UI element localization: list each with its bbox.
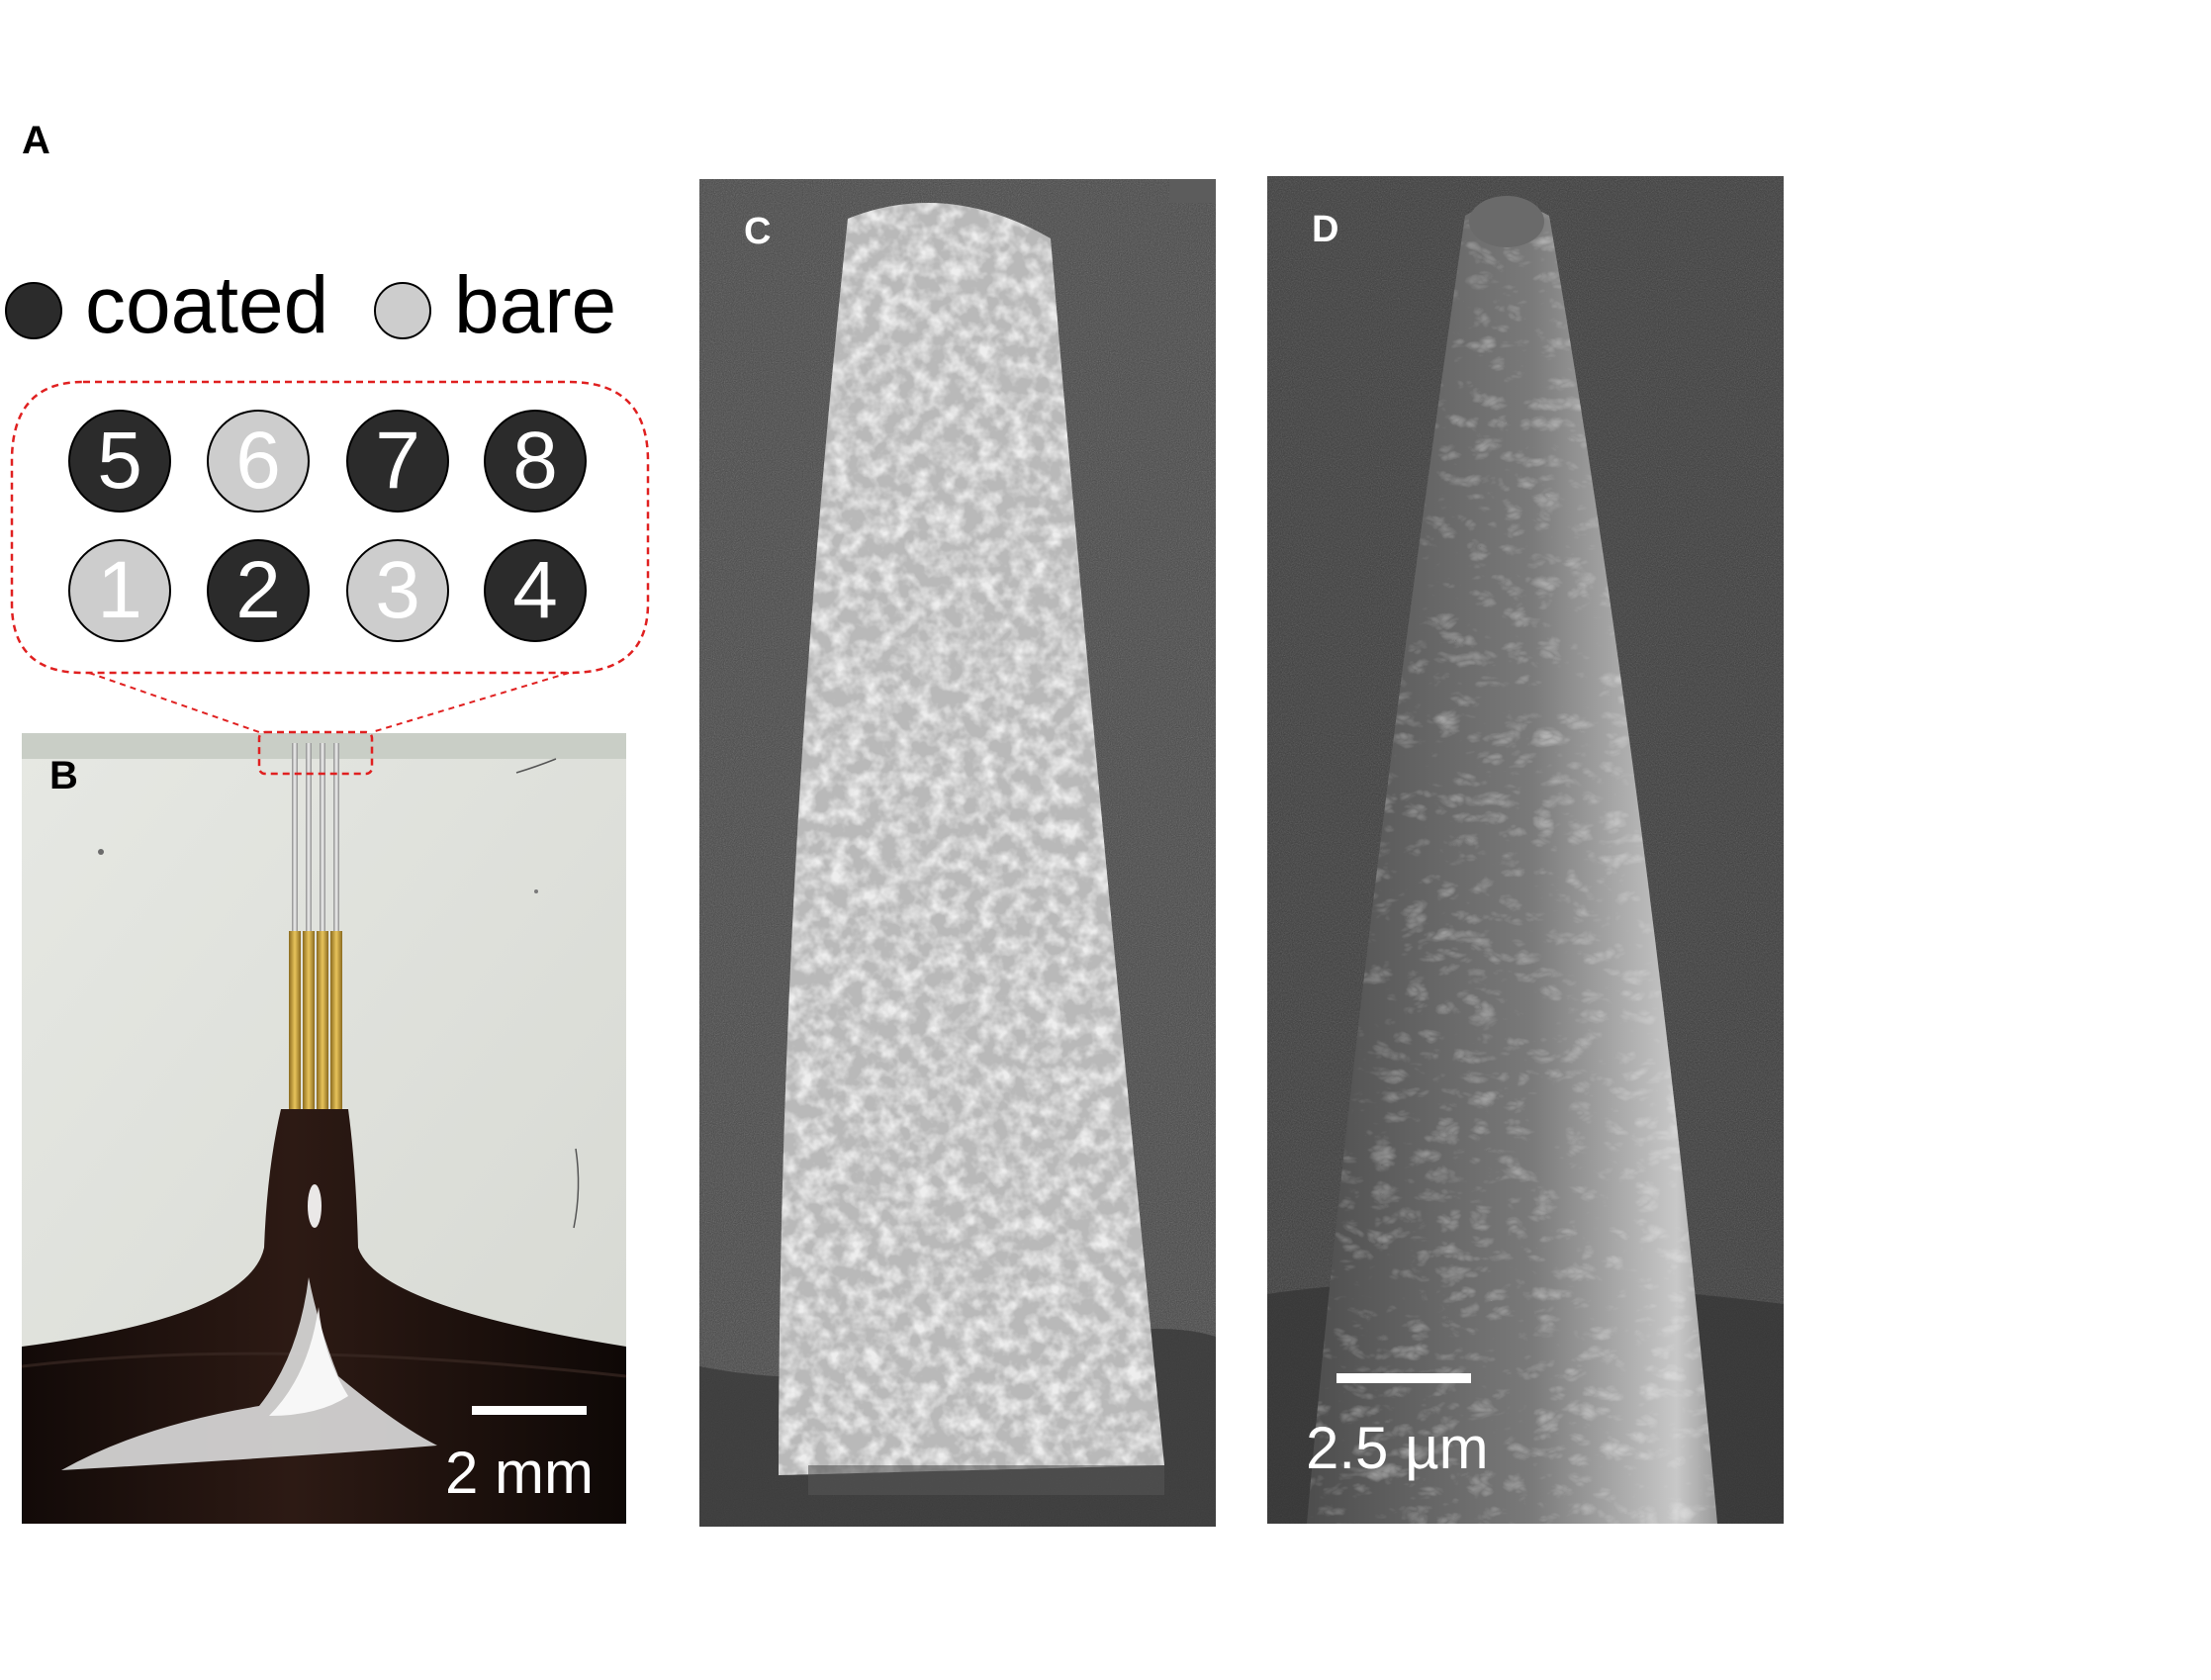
callout-zoom-line-left — [88, 672, 260, 733]
electrode-number: 3 — [375, 545, 420, 635]
electrode-2: 2 — [207, 539, 310, 642]
electrode-number: 4 — [512, 545, 558, 635]
electrode-6: 6 — [207, 410, 310, 513]
electrode-number: 5 — [97, 416, 142, 506]
bare-legend-marker — [374, 282, 431, 339]
sem-scale-bar-label: 2.5 µm — [1306, 1415, 1489, 1481]
panel-c-label: C — [744, 211, 772, 252]
panel-a-label: A — [22, 119, 50, 162]
callout-zoom-line-right — [371, 672, 570, 733]
bare-legend-label: bare — [454, 260, 617, 350]
electrode-3: 3 — [346, 539, 449, 642]
electrode-1: 1 — [68, 539, 171, 642]
sem-bare-tip-image — [1267, 176, 1784, 1524]
electrode-array-photo — [22, 733, 626, 1524]
photo-scale-bar-label: 2 mm — [445, 1440, 594, 1506]
electrode-number: 6 — [235, 416, 281, 506]
electrode-5: 5 — [68, 410, 171, 513]
panel-d-label: D — [1312, 209, 1339, 250]
panel-b-label: B — [49, 754, 78, 797]
electrode-number: 2 — [235, 545, 281, 635]
electrode-8: 8 — [484, 410, 587, 513]
photo-illustration — [22, 733, 626, 1524]
electrode-number: 1 — [97, 545, 142, 635]
coated-legend-marker — [5, 282, 62, 339]
sem-coated-tip-image — [699, 179, 1216, 1527]
sem-coated-illustration — [699, 179, 1216, 1527]
electrode-number: 8 — [512, 416, 558, 506]
sem-bare-illustration — [1267, 176, 1784, 1524]
coated-legend-label: coated — [85, 260, 329, 350]
electrode-number: 7 — [375, 416, 420, 506]
electrode-7: 7 — [346, 410, 449, 513]
electrode-4: 4 — [484, 539, 587, 642]
